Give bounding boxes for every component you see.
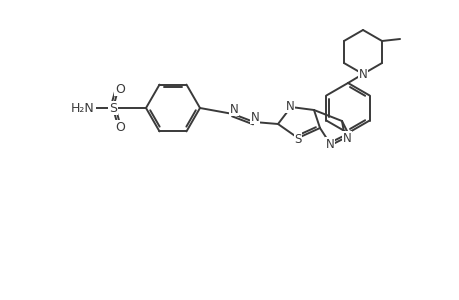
- Text: N: N: [342, 131, 351, 145]
- Text: N: N: [229, 103, 238, 116]
- Text: N: N: [285, 100, 294, 112]
- Text: O: O: [115, 121, 125, 134]
- Text: N: N: [358, 68, 367, 80]
- Text: O: O: [115, 82, 125, 95]
- Text: H₂N: H₂N: [71, 101, 95, 115]
- Text: N: N: [250, 110, 259, 124]
- Text: S: S: [294, 133, 301, 146]
- Text: N: N: [325, 137, 334, 151]
- Text: S: S: [109, 101, 117, 115]
